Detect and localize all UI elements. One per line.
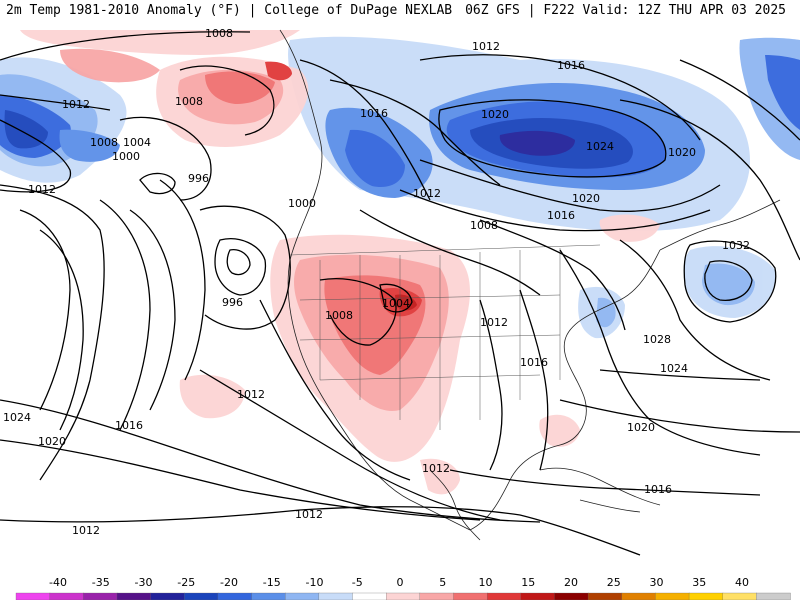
colorbar: -40 -35 -30 -25 -20 -15 -10 -5 0 5 10 15 20 25 30 35 40 [0, 574, 800, 600]
colorbar-tick-label: 5 [439, 576, 446, 589]
colorbar-swatch [83, 592, 118, 600]
colorbar-swatch [15, 592, 51, 600]
colorbar-swatch [419, 592, 455, 600]
colorbar-labels: -40 -35 -30 -25 -20 -15 -10 -5 0 5 10 15 20 25 30 35 40 [49, 576, 749, 589]
political-borders [289, 244, 601, 430]
isobar-label: 1012 [72, 524, 100, 537]
cold-anomaly-areas [0, 36, 800, 339]
isobar-label: 996 [188, 172, 209, 185]
isobar-label: 1016 [115, 419, 143, 432]
isobar-label: 1012 [28, 183, 56, 196]
isobar-label: 1008 [90, 136, 118, 149]
colorbar-tick-label: 35 [692, 576, 706, 589]
colorbar-tick-label: 10 [479, 576, 493, 589]
colorbar-swatch [756, 592, 791, 600]
colorbar-swatches [15, 592, 791, 600]
isobar-label: 1016 [360, 107, 388, 120]
isobar-label: 1020 [627, 421, 655, 434]
isobar-label: 1004 [382, 297, 410, 310]
colorbar-tick-label: 0 [397, 576, 404, 589]
isobar-label: 1000 [112, 150, 140, 163]
isobar-label: 1016 [644, 483, 672, 496]
isobar-label: 1000 [288, 197, 316, 210]
colorbar-swatch [520, 592, 556, 600]
colorbar-tick-label: -20 [220, 576, 238, 589]
isobar-label: 1016 [557, 59, 585, 72]
model-run-info: 06Z GFS | F222 Valid: 12Z THU APR 03 202… [465, 3, 786, 18]
isobar-label: 1012 [422, 462, 450, 475]
colorbar-tick-label: 25 [607, 576, 621, 589]
isobar-label: 1016 [547, 209, 575, 222]
isobar-label: 1024 [3, 411, 31, 424]
isobar-label: 1008 [470, 219, 498, 232]
colorbar-tick-label: -10 [306, 576, 324, 589]
colorbar-swatch [285, 592, 320, 600]
colorbar-swatch [722, 592, 757, 600]
isobar-label: 1024 [586, 140, 614, 153]
isobar-label: 1008 [175, 95, 203, 108]
colorbar-swatch [49, 592, 84, 600]
colorbar-swatch [251, 592, 286, 600]
colorbar-swatch [554, 592, 589, 600]
colorbar-tick-label: 30 [650, 576, 664, 589]
isobar-label: 1012 [62, 98, 90, 111]
isobar-label: 1016 [520, 356, 548, 369]
map-title: 2m Temp 1981-2010 Anomaly (°F) | College… [6, 3, 453, 18]
colorbar-tick-label: -25 [177, 576, 195, 589]
isobar-label: 1020 [572, 192, 600, 205]
isobar-label: 1008 [205, 27, 233, 40]
colorbar-swatch [453, 592, 488, 600]
isobar-label: 1012 [480, 316, 508, 329]
isobar-label: 1020 [668, 146, 696, 159]
isobar-label: 1008 [325, 309, 353, 322]
colorbar-tick-label: -30 [135, 576, 153, 589]
colorbar-tick-label: -40 [49, 576, 67, 589]
map-header: 2m Temp 1981-2010 Anomaly (°F) | College… [0, 0, 800, 22]
isobar-label: 1028 [643, 333, 671, 346]
colorbar-swatch [587, 592, 623, 600]
colorbar-swatch [655, 592, 690, 600]
colorbar-swatch [184, 592, 219, 600]
colorbar-tick-label: -35 [92, 576, 110, 589]
isobar-label: 1012 [295, 508, 323, 521]
colorbar-swatch [318, 592, 354, 600]
colorbar-swatch [386, 592, 421, 600]
isobar-label: 1012 [472, 40, 500, 53]
isobar-label: 1012 [413, 187, 441, 200]
colorbar-tick-label: -5 [352, 576, 363, 589]
isobar-label: 1004 [123, 136, 151, 149]
isobars [0, 31, 800, 556]
colorbar-swatch [688, 592, 724, 600]
isobar-label: 1032 [722, 239, 750, 252]
isobar-label: 1020 [481, 108, 509, 121]
isobar-label: 1020 [38, 435, 66, 448]
anomaly-map: 1008 1012 1016 1012 1008 1008 1004 1000 … [0, 22, 800, 574]
colorbar-swatch [486, 592, 522, 600]
colorbar-swatch [217, 592, 253, 600]
isobar-label: 1024 [660, 362, 688, 375]
colorbar-swatch [352, 592, 387, 600]
colorbar-swatch [116, 592, 152, 600]
isobar-labels: 1008 1012 1016 1012 1008 1008 1004 1000 … [3, 27, 750, 537]
colorbar-tick-label: -15 [263, 576, 281, 589]
colorbar-tick-label: 20 [564, 576, 578, 589]
colorbar-tick-label: 15 [521, 576, 535, 589]
colorbar-swatch [150, 592, 185, 600]
colorbar-tick-label: 40 [735, 576, 749, 589]
colorbar-swatch [621, 592, 657, 600]
isobar-label: 1012 [237, 388, 265, 401]
isobar-label: 996 [222, 296, 243, 309]
